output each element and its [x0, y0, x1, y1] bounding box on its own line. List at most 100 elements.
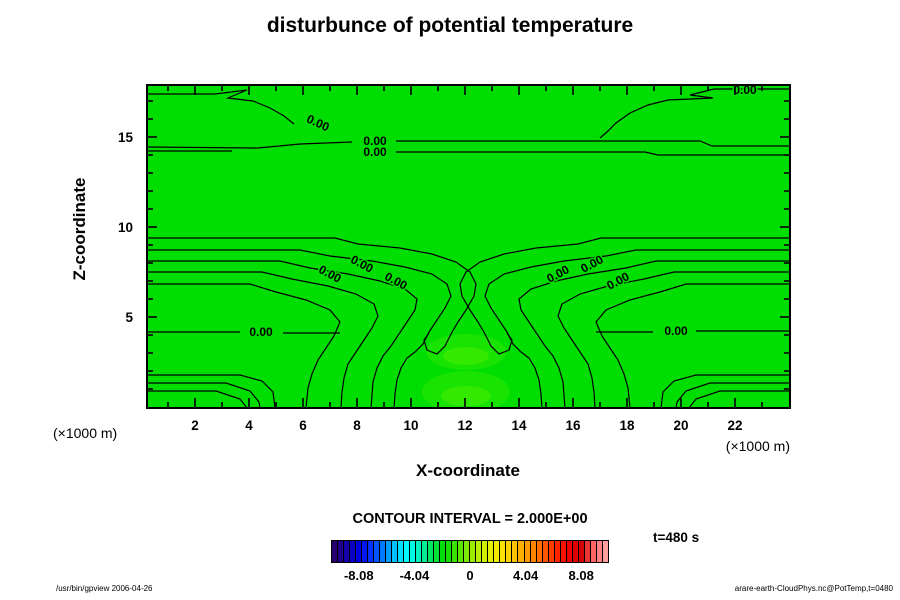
colorbar-segment — [548, 541, 555, 562]
contour-line — [147, 141, 353, 149]
z-tick-label: 10 — [118, 220, 133, 235]
x-tick-label: 22 — [727, 418, 742, 433]
contour-line — [595, 283, 790, 408]
z-tick-label: 15 — [118, 130, 134, 145]
contour-line — [147, 89, 295, 125]
colorbar-segment — [446, 541, 453, 562]
colorbar-tick-label: 8.08 — [568, 568, 594, 583]
colorbar-tick-labels: -8.08 -4.04 0 4.04 8.08 — [331, 568, 609, 584]
contour-label: 0.00 — [664, 324, 688, 338]
colorbar-segment — [434, 541, 441, 562]
x-tick-label: 14 — [511, 418, 527, 433]
colorbar-segment — [464, 541, 471, 562]
colorbar-segment — [590, 541, 597, 562]
colorbar-segment — [488, 541, 495, 562]
colorbar-segment — [524, 541, 531, 562]
contour-line — [147, 390, 248, 408]
x-tick-label: 8 — [353, 418, 361, 433]
colorbar-tick-label: -8.08 — [343, 568, 374, 583]
colorbar-segment — [428, 541, 435, 562]
x-axis-unit-left: (×1000 m) — [53, 425, 118, 441]
colorbar-segment — [494, 541, 501, 562]
colorbar-segment — [410, 541, 417, 562]
colorbar-segment — [380, 541, 387, 562]
x-tick-label: 4 — [245, 418, 253, 433]
colorbar-segment — [518, 541, 525, 562]
x-tick-label: 12 — [457, 418, 472, 433]
contour-line — [396, 140, 790, 147]
contour-line — [147, 260, 418, 408]
contour-line — [459, 237, 790, 355]
colorbar-segment — [578, 541, 585, 562]
colorbar-segment — [584, 541, 591, 562]
shaded-region — [443, 347, 489, 365]
colorbar-tick-label: -4.04 — [399, 568, 430, 583]
contour-line — [660, 374, 790, 408]
contour-line — [147, 382, 261, 408]
contour-line — [147, 374, 276, 408]
colorbar-segment — [350, 541, 357, 562]
colorbar-tick-label: 4.04 — [512, 568, 539, 583]
colorbar-segment — [560, 541, 567, 562]
colorbar — [331, 540, 609, 563]
colorbar-segment — [356, 541, 363, 562]
colorbar-segment — [536, 541, 543, 562]
contour-line — [484, 249, 790, 408]
colorbar-segment — [338, 541, 345, 562]
colorbar-segment — [422, 541, 429, 562]
footer-source-text: arare-earth-CloudPhys.nc@PotTemp,t=0480 — [734, 584, 893, 593]
colorbar-segment — [572, 541, 579, 562]
x-tick-label: 20 — [673, 418, 688, 433]
colorbar-segment — [386, 541, 393, 562]
x-tick-label: 6 — [299, 418, 307, 433]
colorbar-segment — [530, 541, 537, 562]
colorbar-segment — [542, 541, 549, 562]
z-axis-label: Z-coordinate — [70, 177, 89, 281]
colorbar-segment — [374, 541, 381, 562]
contour-line — [147, 283, 341, 408]
time-label: t=480 s — [653, 530, 700, 545]
colorbar-segment — [554, 541, 561, 562]
colorbar-segment — [458, 541, 465, 562]
colorbar-segment — [362, 541, 369, 562]
footer-command-text: /usr/bin/gpview 2006-04-26 — [56, 584, 153, 593]
colorbar-segment — [332, 541, 339, 562]
contour-line — [557, 271, 790, 408]
contour-line — [688, 390, 790, 408]
plot-frame — [146, 84, 791, 409]
contour-line — [147, 237, 477, 355]
colorbar-segment — [602, 541, 608, 562]
colorbar-segment — [470, 541, 477, 562]
contour-label: 0.00 — [733, 83, 757, 97]
colorbar-segment — [452, 541, 459, 562]
contour-line — [518, 260, 790, 408]
colorbar-segment — [512, 541, 519, 562]
colorbar-segment — [392, 541, 399, 562]
colorbar-tick-label: 0 — [466, 568, 474, 583]
colorbar-segment — [476, 541, 483, 562]
contour-line — [147, 271, 379, 408]
shaded-region — [441, 386, 491, 406]
x-tick-label: 2 — [191, 418, 199, 433]
contour-line — [147, 249, 452, 408]
contour-line — [599, 88, 790, 139]
colorbar-segment — [368, 541, 375, 562]
plot-area: 0.000.000.000.000.00 0.000.00 0.00 0.000.00… — [147, 83, 790, 408]
colorbar-segment — [566, 541, 573, 562]
x-axis-unit-right: (×1000 m) — [725, 438, 790, 454]
colorbar-segment — [506, 541, 513, 562]
contour-label: 0.00 — [249, 325, 273, 339]
x-tick-label: 10 — [403, 418, 418, 433]
contour-label: 0.00 — [363, 134, 387, 148]
contour-interval-text: CONTOUR INTERVAL = 2.000E+00 — [352, 511, 588, 527]
colorbar-segment — [344, 541, 351, 562]
contour-line — [396, 151, 790, 156]
colorbar-segment — [482, 541, 489, 562]
x-axis-label: X-coordinate — [416, 461, 520, 480]
chart-title: disturbunce of potential temperature — [266, 14, 634, 37]
x-tick-label: 18 — [619, 418, 635, 433]
colorbar-segment — [596, 541, 603, 562]
colorbar-segment — [500, 541, 507, 562]
colorbar-segment — [440, 541, 447, 562]
